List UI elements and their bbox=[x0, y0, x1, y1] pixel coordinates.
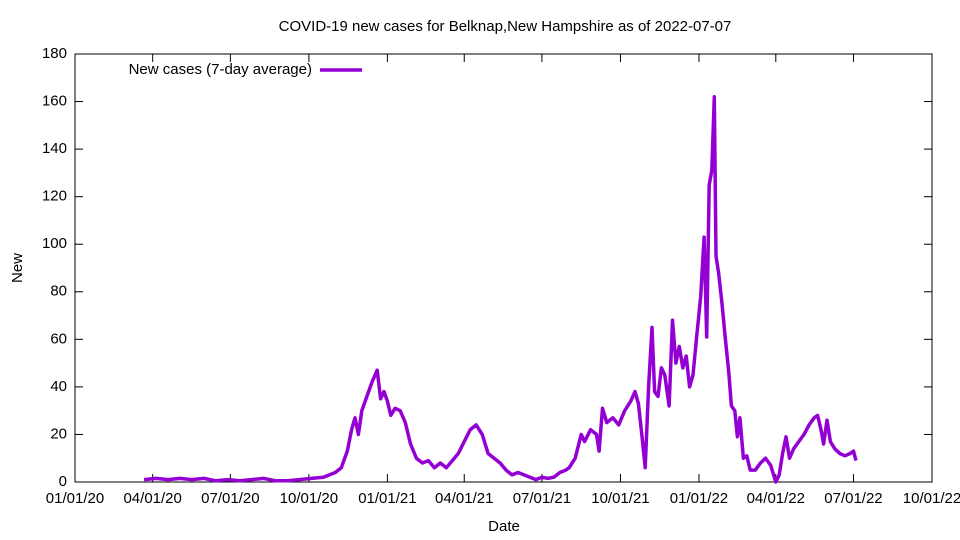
y-tick-label: 100 bbox=[42, 235, 67, 252]
y-tick-label: 0 bbox=[59, 473, 67, 490]
x-axis-label: Date bbox=[488, 518, 520, 535]
x-tick-label: 01/01/22 bbox=[670, 490, 728, 507]
x-tick-label: 07/01/22 bbox=[824, 490, 882, 507]
x-tick-label: 10/01/20 bbox=[280, 490, 338, 507]
y-tick-label: 140 bbox=[42, 140, 67, 157]
plot-frame bbox=[74, 53, 933, 483]
y-tick-label: 40 bbox=[50, 378, 67, 395]
x-tick-label: 04/01/20 bbox=[123, 490, 181, 507]
chart-title: COVID-19 new cases for Belknap,New Hamps… bbox=[279, 18, 732, 35]
x-tick-label: 10/01/21 bbox=[591, 490, 649, 507]
y-tick-label: 120 bbox=[42, 188, 67, 205]
y-tick-label: 20 bbox=[50, 425, 67, 442]
y-tick-label: 160 bbox=[42, 93, 67, 110]
y-tick-label: 180 bbox=[42, 45, 67, 62]
y-axis-label: New bbox=[9, 253, 26, 283]
x-tick-label: 07/01/20 bbox=[201, 490, 259, 507]
data-line bbox=[143, 95, 858, 484]
x-tick-label: 10/01/22 bbox=[903, 490, 960, 507]
x-tick-label: 04/01/21 bbox=[435, 490, 493, 507]
legend-label: New cases (7-day average) bbox=[129, 61, 312, 78]
y-tick-label: 60 bbox=[50, 330, 67, 347]
x-tick-label: 01/01/20 bbox=[46, 490, 104, 507]
x-tick-label: 07/01/21 bbox=[513, 490, 571, 507]
x-tick-label: 01/01/21 bbox=[358, 490, 416, 507]
x-tick-label: 04/01/22 bbox=[747, 490, 805, 507]
y-tick-label: 80 bbox=[50, 283, 67, 300]
